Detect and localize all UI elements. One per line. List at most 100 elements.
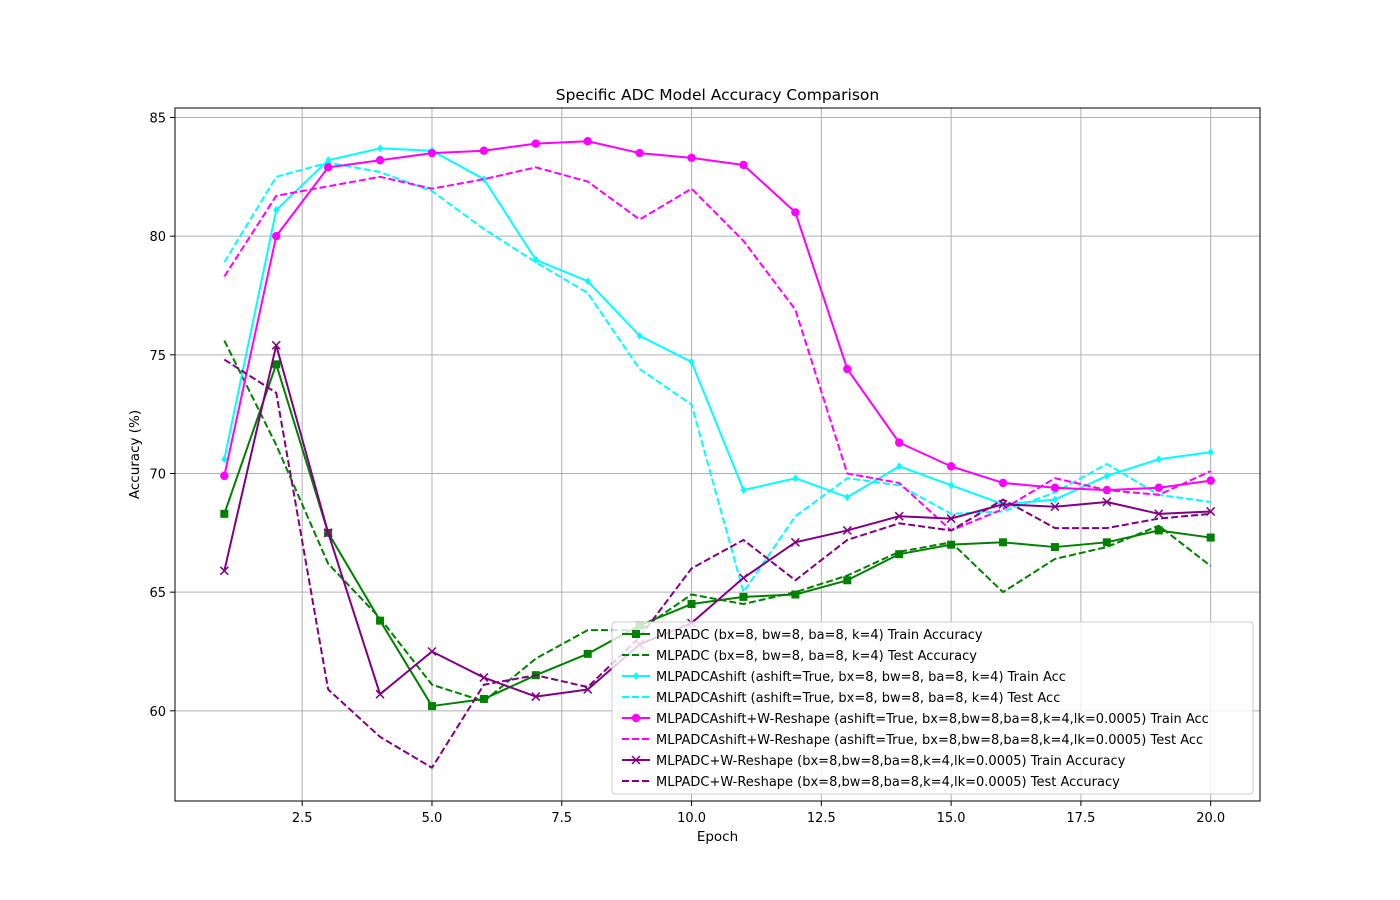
data-point: [791, 590, 800, 599]
data-point: [272, 360, 281, 369]
data-point: [792, 474, 799, 483]
tick-layer: 2.5 5.0 7.5 10.0 12.5 15.0 17.5 20.0 60 65 70 75 80 8…: [149, 111, 1225, 826]
legend-entry: MLPADC+W-Reshape (bx=8,bw=8,ba=8,k=4,lk=…: [622, 775, 1120, 790]
data-point: [946, 514, 956, 524]
legend-label: MLPADCAshift+W-Reshape (ashift=True, bx=…: [656, 733, 1203, 748]
data-point: [791, 208, 800, 217]
data-point: [221, 455, 228, 464]
data-point: [894, 438, 904, 447]
legend-entry: MLPADCAshift+W-Reshape (ashift=True, bx=…: [622, 712, 1209, 727]
x-tick-label: 7.5: [551, 811, 572, 826]
data-point: [946, 462, 956, 471]
x-axis-label: Epoch: [697, 829, 738, 845]
data-point: [1206, 476, 1215, 485]
y-tick-label: 80: [149, 230, 166, 245]
data-point: [583, 649, 592, 658]
data-point: [896, 462, 903, 471]
data-point: [636, 331, 643, 340]
grid-lines: [175, 108, 1260, 801]
legend-marker: [632, 630, 640, 638]
data-point: [531, 139, 541, 148]
legend-label: MLPADCAshift (ashift=True, bx=8, bw=8, b…: [656, 691, 1060, 706]
series-line: [223, 140, 1211, 492]
series-layer: [219, 137, 1216, 769]
legend-box: [611, 621, 1254, 795]
data-point: [271, 340, 281, 350]
legend-label: MLPADCAshift (ashift=True, bx=8, bw=8, b…: [656, 670, 1066, 685]
series-4: [223, 161, 1211, 594]
data-point: [323, 528, 333, 538]
data-point: [842, 525, 852, 535]
data-point: [427, 702, 436, 711]
data-point: [1154, 526, 1163, 535]
data-point: [480, 175, 487, 184]
data-point: [948, 481, 955, 490]
data-point: [323, 163, 333, 172]
legend-label: MLPADC+W-Reshape (bx=8,bw=8,ba=8,k=4,lk=…: [656, 754, 1126, 769]
data-point: [375, 689, 385, 699]
data-point: [220, 471, 229, 481]
series-line: [223, 340, 1212, 703]
legend-marker: [633, 672, 639, 680]
data-point: [895, 550, 904, 559]
series-5: [220, 137, 1215, 495]
series-7: [219, 340, 1216, 702]
series-8: [223, 358, 1211, 769]
series-2: [223, 340, 1212, 703]
legend-label: MLPADC (bx=8, bw=8, ba=8, k=4) Train Acc…: [656, 628, 983, 643]
data-point: [999, 538, 1008, 547]
x-tick-label: 15.0: [937, 811, 966, 826]
data-point: [1206, 533, 1215, 542]
y-tick-label: 75: [149, 349, 166, 364]
data-point: [273, 206, 280, 215]
data-point: [479, 694, 488, 703]
x-tick-label: 17.5: [1066, 811, 1095, 826]
data-point: [479, 673, 489, 683]
data-point: [1102, 538, 1111, 547]
data-point: [844, 493, 851, 502]
data-point: [427, 646, 437, 657]
series-line: [223, 166, 1212, 532]
data-point: [635, 148, 644, 158]
series-line: [223, 358, 1211, 769]
data-point: [376, 616, 385, 625]
x-tick-label: 2.5: [292, 811, 313, 826]
x-tick-label: 10.0: [677, 811, 706, 826]
data-point: [843, 364, 852, 374]
series-line: [223, 344, 1211, 698]
series-line: [223, 161, 1211, 594]
data-point: [583, 137, 592, 146]
data-point: [1051, 495, 1058, 504]
data-point: [1154, 509, 1164, 519]
legend-label: MLPADCAshift+W-Reshape (ashift=True, bx=…: [656, 712, 1209, 727]
legend-entry: MLPADCAshift+W-Reshape (ashift=True, bx=…: [622, 733, 1203, 748]
data-point: [687, 600, 696, 609]
chart-title: Specific ADC Model Accuracy Comparison: [556, 86, 880, 104]
data-point: [1154, 483, 1163, 492]
data-point: [1155, 455, 1162, 464]
data-point: [688, 357, 695, 366]
data-point: [843, 576, 852, 585]
data-point: [739, 592, 748, 601]
series-6: [223, 166, 1212, 532]
y-tick-label: 65: [149, 586, 166, 601]
y-tick-label: 70: [149, 467, 166, 482]
data-point: [1207, 448, 1214, 457]
data-point: [740, 486, 747, 495]
x-tick-label: 5.0: [422, 811, 443, 826]
legend-marker: [631, 713, 641, 723]
series-3: [221, 144, 1214, 509]
plot-area: [174, 107, 1261, 802]
legend-label: MLPADC+W-Reshape (bx=8,bw=8,ba=8,k=4,lk=…: [656, 775, 1120, 790]
data-point: [1050, 502, 1060, 512]
data-point: [1102, 497, 1112, 507]
data-point: [687, 153, 696, 163]
data-point: [375, 156, 385, 165]
data-point: [377, 144, 384, 153]
data-point: [219, 566, 229, 576]
data-point: [531, 692, 541, 702]
x-tick-label: 12.5: [807, 811, 836, 826]
x-tick-label: 20.0: [1196, 811, 1225, 826]
data-point: [947, 540, 956, 549]
